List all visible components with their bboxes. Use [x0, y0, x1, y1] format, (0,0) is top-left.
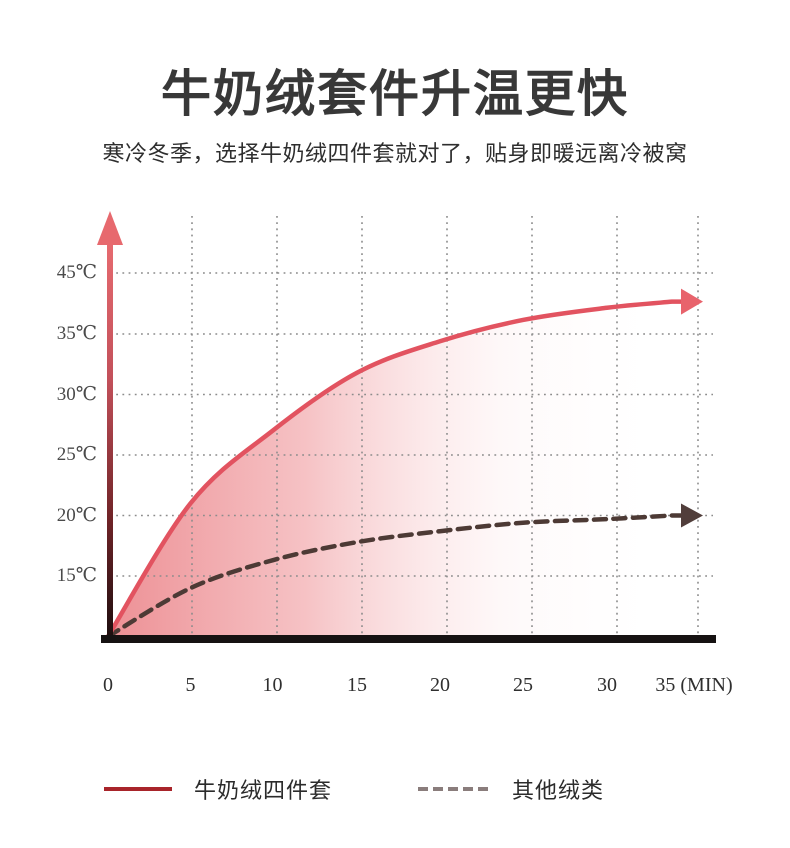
x-tick-label: 30: [597, 674, 617, 696]
milk-velvet-area-fill: [108, 301, 672, 639]
legend-solid-line-swatch: [104, 787, 172, 791]
legend-item-milk-velvet: 牛奶绒四件套: [104, 776, 333, 803]
series-area-fill: [108, 301, 672, 639]
right-arrowhead-icon-0: [681, 288, 703, 315]
legend-label-other-velvet: 其他绒类: [512, 778, 605, 803]
series-curve-0: [105, 299, 687, 639]
x-tick-label: 20: [430, 674, 450, 696]
y-tick-label: 35℃: [56, 323, 97, 344]
axes-layer: [97, 211, 716, 643]
page-subtitle: 寒冷冬季，选择牛奶绒四件套就对了，贴身即暖远离冷被窝: [102, 141, 688, 166]
x-axis-line: [101, 635, 716, 643]
y-tick-label: 25℃: [56, 444, 97, 465]
series-curve-1: [105, 513, 687, 639]
x-tick-label: 0: [103, 674, 113, 696]
y-tick-label: 20℃: [56, 504, 97, 526]
x-tick-label: 10: [262, 674, 283, 696]
y-tick-label: 30℃: [56, 383, 97, 405]
legend: 牛奶绒四件套 其他绒类: [104, 776, 605, 803]
legend-item-other-velvet: 其他绒类: [418, 776, 605, 803]
y-axis-arrowhead-icon: [97, 211, 123, 245]
grid-layer: [110, 216, 713, 635]
x-tick-label: 5: [185, 674, 196, 696]
legend-dashed-line-swatch: [418, 787, 491, 791]
legend-label-milk-velvet: 牛奶绒四件套: [194, 778, 333, 803]
y-tick-label: 15℃: [56, 565, 97, 586]
x-tick-label: 15: [347, 674, 367, 696]
y-tick-label: 45℃: [56, 262, 97, 283]
right-arrowhead-icon-1: [681, 503, 703, 528]
x-tick-label: 25: [513, 674, 533, 696]
x-tick-label: 35 (MIN): [655, 674, 733, 696]
page-title: 牛奶绒套件升温更快: [161, 66, 629, 122]
series-layer: [105, 288, 703, 639]
